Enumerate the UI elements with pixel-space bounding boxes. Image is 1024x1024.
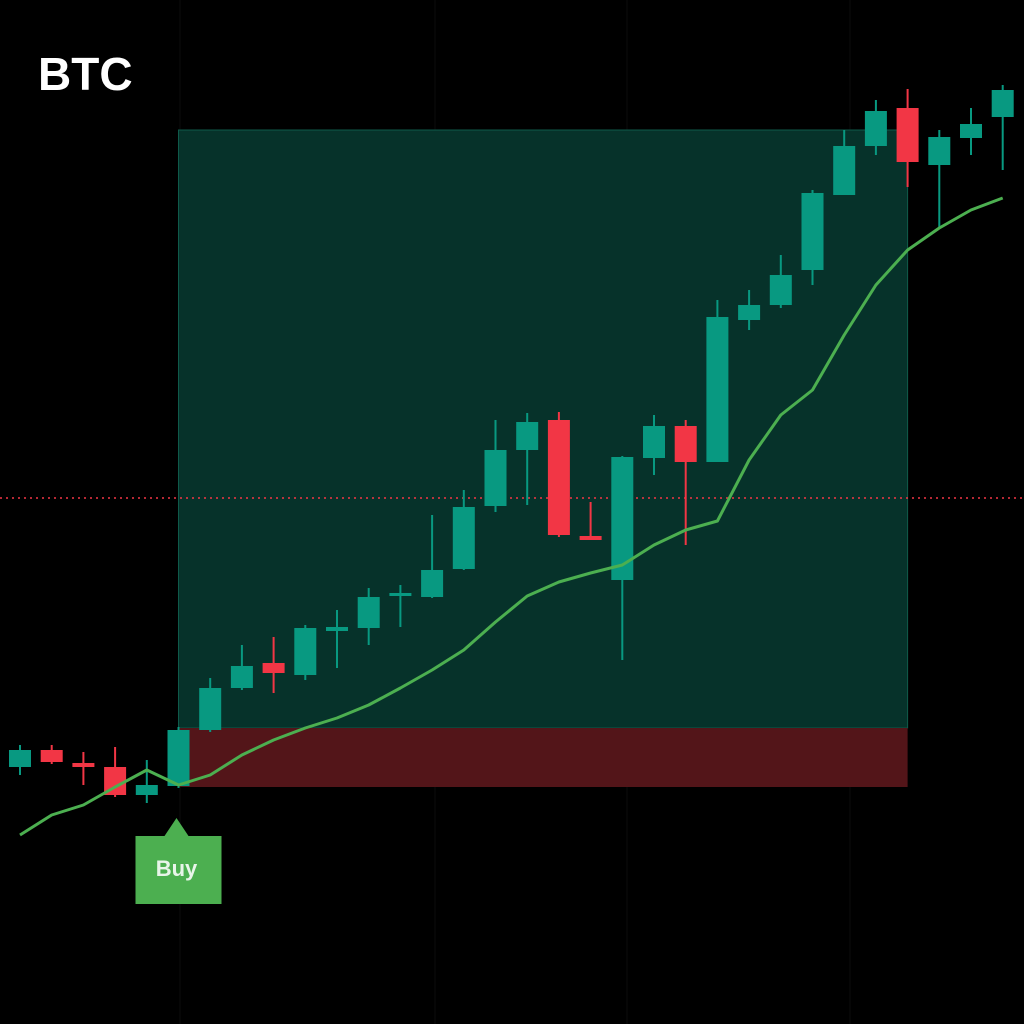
candle-body [738, 305, 761, 320]
buy-signal: Buy [135, 818, 222, 904]
candle-body [991, 90, 1014, 117]
candle-body [769, 275, 792, 305]
candle-body [864, 111, 887, 146]
candle-body [833, 146, 856, 195]
candle-body [643, 426, 665, 458]
candle-body [706, 317, 729, 462]
moving-average [19, 196, 1004, 837]
candle-body [896, 108, 919, 162]
candle-body [135, 785, 158, 795]
candle-body [452, 507, 475, 569]
candle-body [516, 422, 539, 450]
candle-body [579, 536, 602, 540]
candle-body [199, 688, 222, 730]
candle-body [294, 628, 317, 675]
buy-label: Buy [156, 856, 198, 881]
chart-title: BTC [38, 48, 133, 100]
candle-body [72, 763, 95, 767]
candle-body [547, 420, 570, 535]
candle-body [960, 124, 982, 138]
candle-body [167, 730, 190, 786]
candle-body [40, 750, 63, 762]
candle-body [9, 750, 31, 767]
profit-zone [178, 129, 909, 729]
candle-body [326, 627, 348, 631]
candle-body [801, 193, 824, 270]
candle-body [104, 767, 127, 795]
loss-zone [178, 728, 908, 787]
candle-body [674, 426, 697, 462]
candle-body [484, 450, 507, 506]
buy-badge [135, 818, 222, 904]
candle-body [421, 570, 444, 597]
candle-body [357, 597, 380, 628]
candle-body [928, 137, 951, 165]
candle-body [230, 666, 253, 688]
candle-body [389, 593, 412, 596]
candle-body [262, 663, 285, 673]
candle-body [611, 457, 634, 580]
